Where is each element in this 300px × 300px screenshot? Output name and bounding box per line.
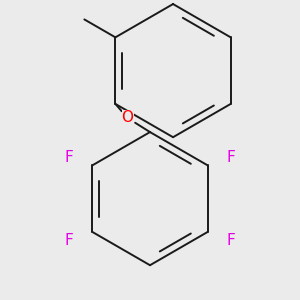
Text: F: F (227, 233, 236, 248)
Text: O: O (122, 110, 134, 125)
Text: F: F (227, 149, 236, 164)
Text: F: F (64, 149, 73, 164)
Text: F: F (64, 233, 73, 248)
